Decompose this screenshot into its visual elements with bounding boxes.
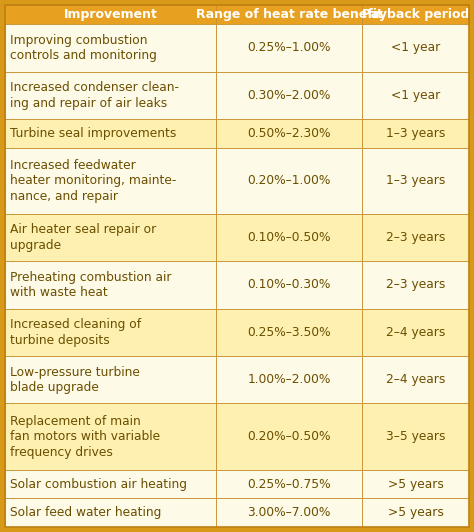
Bar [5,147,216,214]
Text: Turbine seal improvements: Turbine seal improvements [10,127,177,140]
Text: >5 years: >5 years [388,506,444,519]
Bar [216,470,363,498]
Text: 1–3 years: 1–3 years [386,174,446,187]
Text: 0.20%–0.50%: 0.20%–0.50% [247,430,331,443]
Text: Range of heat rate benefit: Range of heat rate benefit [196,9,383,21]
Bar [5,356,216,403]
Text: 0.30%–2.00%: 0.30%–2.00% [247,89,331,102]
Bar [5,498,216,527]
Bar [216,147,363,214]
Bar [216,309,363,356]
Text: 0.50%–2.30%: 0.50%–2.30% [247,127,331,140]
Bar [5,119,216,147]
Text: Increased condenser clean-
ing and repair of air leaks: Increased condenser clean- ing and repai… [10,81,179,110]
Text: <1 year: <1 year [391,41,440,54]
Bar [216,119,363,147]
Bar [363,72,469,119]
Bar [363,147,469,214]
Bar [5,403,216,470]
Text: Solar feed water heating: Solar feed water heating [10,506,162,519]
Bar [216,356,363,403]
Text: Improving combustion
controls and monitoring: Improving combustion controls and monito… [10,34,157,62]
Text: 3.00%–7.00%: 3.00%–7.00% [247,506,331,519]
Text: >5 years: >5 years [388,478,444,491]
Bar [363,470,469,498]
Text: 1–3 years: 1–3 years [386,127,446,140]
Text: 0.25%–3.50%: 0.25%–3.50% [247,326,331,339]
Bar [216,498,363,527]
Text: <1 year: <1 year [391,89,440,102]
Bar [363,214,469,261]
Text: Solar combustion air heating: Solar combustion air heating [10,478,187,491]
Text: 2–3 years: 2–3 years [386,231,446,244]
Bar [363,24,469,72]
Bar [5,261,216,309]
Bar [5,309,216,356]
Text: Preheating combustion air
with waste heat: Preheating combustion air with waste hea… [10,271,172,299]
Text: 1.00%–2.00%: 1.00%–2.00% [247,373,331,386]
Bar [363,403,469,470]
Bar [216,403,363,470]
Bar [216,5,363,24]
Text: Air heater seal repair or
upgrade: Air heater seal repair or upgrade [10,223,156,252]
Bar [363,356,469,403]
Text: 3–5 years: 3–5 years [386,430,446,443]
Bar [363,119,469,147]
Text: 0.25%–0.75%: 0.25%–0.75% [247,478,331,491]
Text: 2–4 years: 2–4 years [386,373,446,386]
Bar [5,214,216,261]
Text: Improvement: Improvement [64,9,157,21]
Bar [5,72,216,119]
Bar [216,214,363,261]
Bar [216,72,363,119]
Bar [216,24,363,72]
Bar [5,24,216,72]
Bar [5,470,216,498]
Text: Payback period: Payback period [362,9,470,21]
Text: 0.10%–0.50%: 0.10%–0.50% [247,231,331,244]
Bar [363,261,469,309]
Text: 2–3 years: 2–3 years [386,278,446,292]
Text: 0.25%–1.00%: 0.25%–1.00% [247,41,331,54]
Text: Replacement of main
fan motors with variable
frequency drives: Replacement of main fan motors with vari… [10,414,160,459]
Bar [363,5,469,24]
Text: 0.10%–0.30%: 0.10%–0.30% [247,278,331,292]
Text: 2–4 years: 2–4 years [386,326,446,339]
Text: Increased cleaning of
turbine deposits: Increased cleaning of turbine deposits [10,318,141,347]
Text: 0.20%–1.00%: 0.20%–1.00% [247,174,331,187]
Bar [363,498,469,527]
Bar [5,5,216,24]
Bar [216,261,363,309]
Text: Low-pressure turbine
blade upgrade: Low-pressure turbine blade upgrade [10,365,140,394]
Text: Increased feedwater
heater monitoring, mainte-
nance, and repair: Increased feedwater heater monitoring, m… [10,159,177,203]
Bar [363,309,469,356]
